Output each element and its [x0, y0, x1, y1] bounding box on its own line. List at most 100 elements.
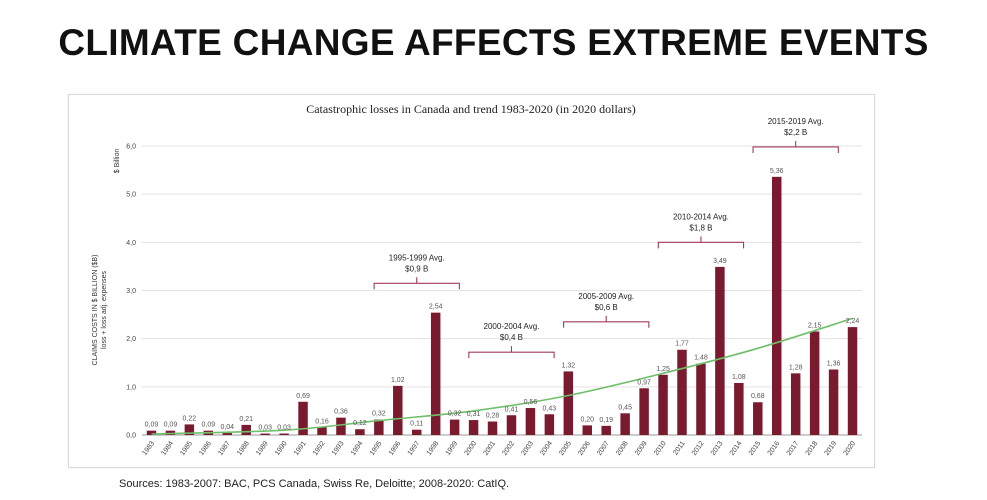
value-label: 1,28	[789, 364, 803, 371]
avg-label: 2010-2014 Avg.	[673, 212, 729, 221]
avg-bracket	[373, 277, 460, 290]
bar	[809, 331, 820, 435]
value-label: 2,24	[846, 318, 860, 325]
bar	[677, 349, 687, 435]
x-tick-label: 2013	[710, 440, 725, 457]
x-tick-label: 1984	[160, 440, 175, 457]
x-tick-label: 2009	[634, 440, 649, 457]
avg-value: $0,4 B	[500, 333, 523, 342]
x-tick-label: 1985	[179, 440, 194, 457]
bar	[355, 429, 365, 435]
bar	[222, 433, 232, 435]
avg-label: 1995-1999 Avg.	[389, 253, 445, 262]
x-tick-label: 1995	[369, 440, 384, 457]
y-tick-label: 6,0	[126, 144, 136, 151]
value-label: 0,36	[334, 409, 348, 416]
bar	[146, 430, 157, 435]
value-label: 0,32	[448, 411, 462, 418]
bar	[412, 429, 422, 435]
x-tick-label: 1987	[217, 440, 232, 457]
bar	[734, 382, 744, 435]
x-tick-label: 1990	[274, 440, 289, 457]
avg-bracket	[657, 236, 745, 249]
bar	[601, 425, 611, 435]
value-label: 1,25	[656, 366, 670, 373]
bar	[620, 413, 630, 435]
bar	[487, 421, 498, 435]
avg-value: $0,6 B	[595, 303, 618, 312]
x-tick-label: 1998	[426, 440, 441, 457]
bar	[847, 327, 858, 435]
avg-value: $1,8 B	[689, 223, 712, 232]
value-labels: 0,09 1983 0,09 1984 0,22 1985 0,09 1986 0,04 1987…	[141, 168, 859, 457]
y-axis-label: CLAIMS COSTS IN $ BILLION ($B)	[92, 255, 99, 366]
value-label: 0,09	[145, 422, 159, 429]
bar	[772, 176, 782, 435]
bar	[544, 414, 555, 435]
x-tick-label: 2019	[824, 440, 839, 457]
x-tick-label: 2004	[539, 440, 554, 457]
x-tick-label: 2005	[558, 440, 573, 457]
x-tick-label: 2012	[691, 440, 706, 457]
avg-label: 2015-2019 Avg.	[768, 117, 824, 126]
bar	[336, 417, 346, 435]
bar	[260, 433, 270, 435]
avg-bracket	[468, 346, 555, 359]
value-label: 1,36	[827, 360, 841, 367]
bar	[563, 371, 574, 435]
x-tick-label: 2020	[842, 440, 857, 457]
bar	[790, 373, 801, 435]
x-tick-label: 1994	[350, 440, 365, 457]
value-label: 2,15	[808, 322, 822, 329]
bar	[582, 425, 592, 435]
bar	[658, 374, 668, 435]
value-label: 1,08	[732, 374, 746, 381]
bar	[298, 401, 308, 435]
bars	[146, 176, 858, 435]
x-tick-label: 2011	[672, 440, 686, 456]
bar	[449, 419, 460, 435]
avg-label: 2000-2004 Avg.	[484, 322, 540, 331]
y-tick-label: 4,0	[126, 240, 136, 247]
x-tick-label: 2017	[786, 440, 801, 457]
x-tick-label: 1983	[141, 440, 156, 457]
avg-bracket	[563, 315, 650, 328]
x-tick-label: 2016	[767, 440, 782, 457]
y-tick-label: 3,0	[126, 288, 136, 295]
value-label: 0,28	[486, 413, 500, 420]
bar	[828, 369, 839, 435]
avg-label: 2005-2009 Avg.	[578, 292, 634, 301]
value-label: 1,48	[694, 355, 708, 362]
y-tick-label: 2,0	[126, 336, 136, 343]
value-label: 0,21	[239, 416, 253, 423]
value-label: 0,43	[543, 405, 557, 412]
value-label: 0,11	[410, 421, 423, 428]
sources-note: Sources: 1983-2007: BAC, PCS Canada, Swi…	[119, 478, 510, 490]
x-tick-label: 2014	[729, 440, 744, 457]
value-label: 0,03	[258, 425, 272, 432]
value-label: 0,19	[599, 417, 613, 424]
value-label: 0,09	[202, 422, 216, 429]
value-label: 1,02	[391, 377, 405, 384]
x-tick-label: 1989	[255, 440, 270, 457]
bar	[241, 424, 251, 435]
x-tick-label: 2015	[748, 440, 763, 457]
bar	[468, 420, 479, 435]
value-label: 0,69	[296, 393, 310, 400]
bar	[393, 385, 403, 435]
value-label: 0,41	[505, 406, 519, 413]
x-tick-label: 2000	[464, 440, 479, 457]
bar	[506, 415, 517, 435]
value-label: 1,32	[562, 362, 576, 369]
value-label: 0,20	[580, 416, 594, 423]
value-label: 0,31	[467, 411, 481, 418]
annotations: 1995-1999 Avg. $0,9 B 2000-2004 Avg. $0,4 B…	[373, 117, 839, 359]
chart-panel: Catastrophic losses in Canada and trend …	[68, 94, 875, 468]
x-tick-label: 1999	[445, 440, 460, 457]
x-tick-label: 2008	[615, 440, 630, 457]
x-tick-label: 2007	[596, 440, 611, 457]
value-label: 0,32	[372, 411, 386, 418]
bar	[184, 424, 195, 435]
x-tick-label: 2002	[501, 440, 516, 457]
x-tick-label: 2006	[577, 440, 592, 457]
